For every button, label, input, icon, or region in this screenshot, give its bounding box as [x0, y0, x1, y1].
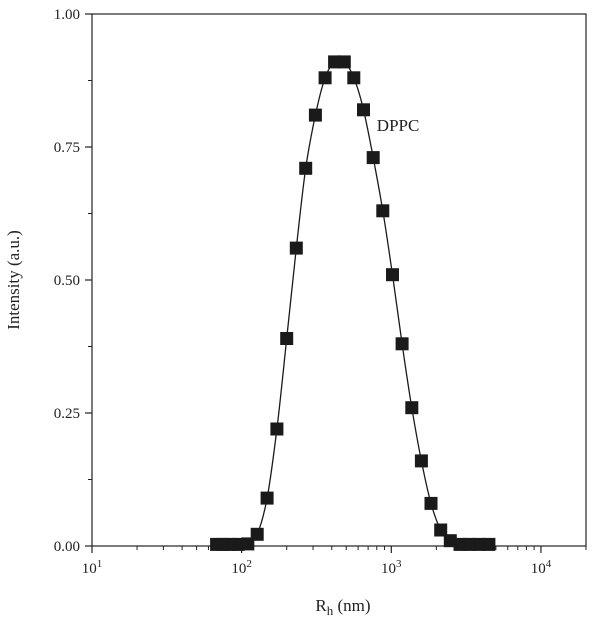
x-axis-ticks: 101 102 103 104	[82, 546, 552, 577]
data-point	[260, 491, 274, 505]
y-tick-label: 0.50	[54, 273, 80, 289]
x-axis-title-unit: (nm)	[333, 596, 370, 615]
fit-curve	[216, 59, 489, 546]
data-point	[386, 268, 399, 282]
plot-frame	[91, 13, 587, 547]
data-point	[424, 496, 438, 510]
data-point	[414, 454, 428, 468]
data-point	[434, 523, 448, 537]
x-axis-title-main: R	[315, 596, 327, 615]
y-axis-title: Intensity (a.u.)	[4, 230, 23, 330]
data-point	[299, 161, 313, 175]
y-tick-label: 0.00	[54, 539, 80, 555]
data-point	[357, 103, 370, 117]
x-tick-label: 102	[231, 558, 252, 577]
x-axis-title: Rh (nm)	[315, 596, 370, 618]
series-annotation: DPPC	[377, 116, 420, 135]
data-point	[347, 71, 361, 85]
y-tick-label: 1.00	[54, 7, 80, 23]
x-tick-label: 103	[381, 558, 402, 577]
plot-area: 101 102 103 104 0.00 0.25 0.50 0.75 1.00	[54, 7, 587, 577]
data-point	[318, 71, 332, 85]
data-point	[250, 527, 264, 541]
x-tick-label: 101	[82, 558, 103, 577]
data-point	[376, 204, 390, 218]
data-point	[280, 332, 294, 345]
data-point	[337, 55, 351, 69]
data-point	[395, 337, 409, 351]
x-tick-label: 104	[531, 558, 552, 577]
y-axis-ticks: 0.00 0.25 0.50 0.75 1.00	[54, 7, 92, 555]
data-point	[405, 401, 419, 415]
data-point	[366, 151, 380, 165]
y-tick-label: 0.75	[54, 140, 80, 156]
data-point	[308, 108, 322, 122]
x-axis-title-sub: h	[327, 603, 334, 618]
data-points	[210, 55, 496, 551]
data-point	[289, 241, 303, 255]
data-point	[482, 537, 496, 551]
minor-ticks	[88, 80, 587, 550]
y-tick-label: 0.25	[54, 406, 80, 422]
data-point	[270, 422, 284, 436]
